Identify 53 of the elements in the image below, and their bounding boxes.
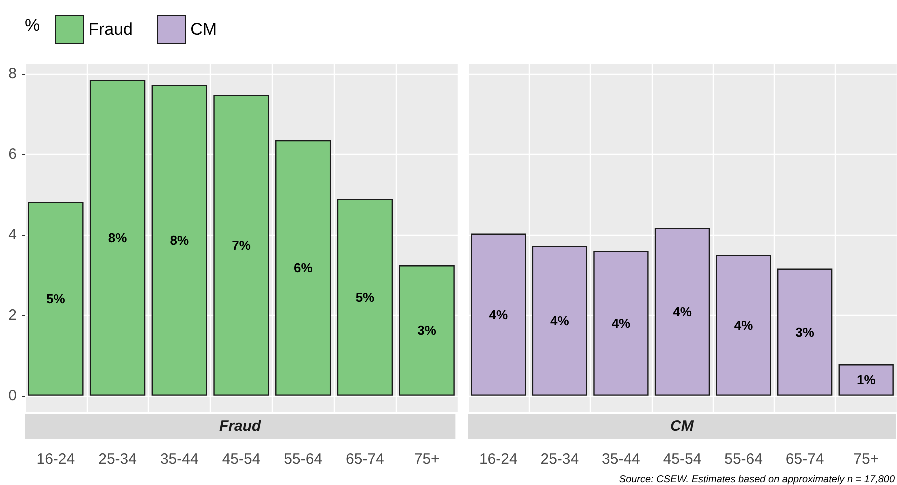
legend-title: % [25, 16, 40, 35]
data-label: 4% [673, 304, 692, 320]
bar [399, 266, 455, 396]
bar [777, 268, 833, 396]
data-label: 7% [232, 238, 252, 253]
source-note: Source: CSEW. Estimates based on approximately n = 17,800 [619, 474, 896, 485]
y-tick-label: 8 [8, 66, 17, 83]
data-label: 1% [856, 372, 876, 388]
data-label: 3% [796, 324, 815, 340]
legend-label: CM [190, 20, 218, 40]
data-label: 5% [46, 291, 66, 306]
bar [594, 251, 649, 396]
bar [337, 199, 394, 396]
x-tick-label: 75+ [414, 451, 440, 468]
y-tick-label: 0 [8, 387, 17, 404]
x-tick-label: 16-24 [479, 451, 518, 468]
x-tick-label: 25-34 [540, 451, 580, 468]
bar [654, 228, 710, 396]
x-tick-label: 55-64 [284, 451, 323, 468]
y-tick-label: 4 [8, 226, 17, 244]
x-tick-label: 16-24 [36, 451, 76, 468]
x-tick-label: 35-44 [602, 451, 640, 468]
legend-label: Fraud [88, 20, 134, 40]
x-tick-label: 25-34 [98, 451, 137, 468]
x-tick-label: 55-64 [724, 451, 763, 468]
data-label: 8% [170, 233, 190, 248]
data-label: 3% [418, 323, 437, 338]
bar [214, 94, 270, 396]
data-label: 4% [612, 316, 632, 331]
text: CM [670, 418, 694, 435]
bar [838, 364, 894, 396]
y-tick-label: 2 [8, 306, 17, 324]
bar [471, 234, 526, 396]
data-label: 5% [356, 290, 376, 306]
data-label: 8% [108, 230, 128, 246]
bar [90, 80, 146, 396]
x-tick-label: 65-74 [786, 451, 824, 468]
data-label: 4% [734, 318, 754, 334]
y-tick-label: 6 [8, 146, 17, 164]
x-tick-label: 35-44 [160, 451, 199, 468]
data-label: 4% [489, 307, 508, 322]
bar [276, 140, 332, 396]
x-tick-label: 65-74 [346, 451, 384, 468]
x-tick-label: 45-54 [222, 451, 261, 468]
x-tick-label: 45-54 [663, 451, 702, 468]
data-label: 6% [294, 260, 314, 276]
text: Fraud [220, 418, 262, 435]
bar [532, 246, 588, 396]
bar [716, 255, 772, 396]
data-label: 4% [550, 314, 570, 329]
x-tick-label: 75+ [854, 451, 880, 468]
bar [28, 202, 84, 396]
bar [152, 85, 208, 396]
